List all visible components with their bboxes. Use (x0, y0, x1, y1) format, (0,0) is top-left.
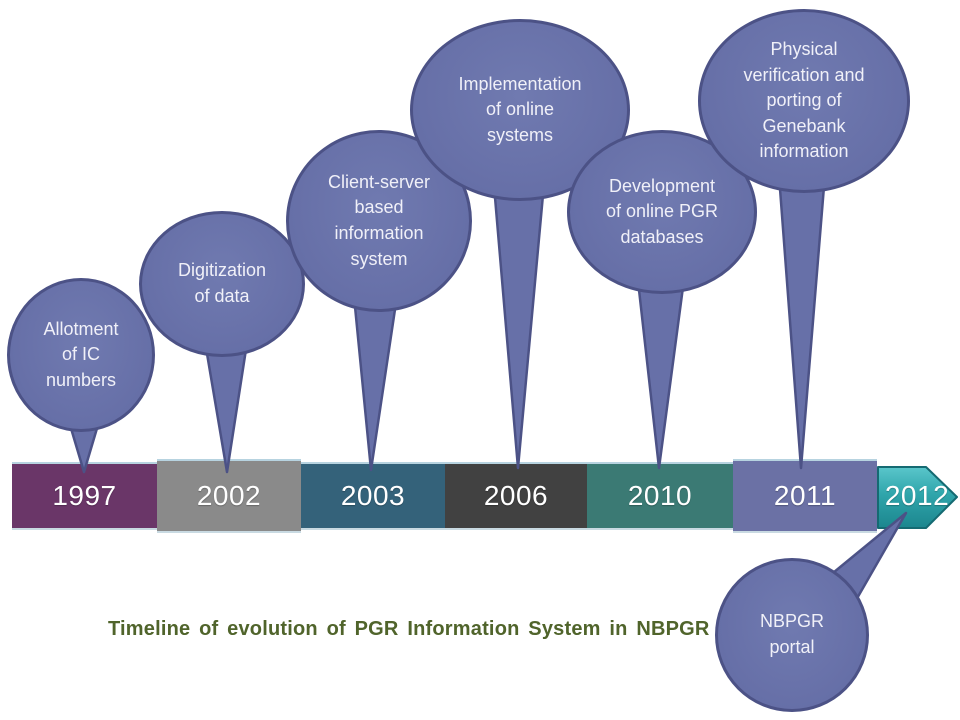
timeline-segment-2011: 2011 (733, 461, 877, 531)
year-label: 1997 (52, 480, 117, 511)
callout-allotment-ic: Allotment of IC numbers (7, 278, 155, 432)
callout-genebank: Physical verification and porting of Gen… (698, 9, 910, 193)
callout-tail (635, 270, 687, 470)
callout-text: Physical verification and porting of Gen… (743, 39, 865, 162)
year-label: 2003 (340, 480, 406, 511)
timeline-segment-1997: 1997 (12, 464, 157, 528)
callout-text: NBPGR portal (759, 611, 824, 657)
callout-text: Allotment of IC numbers (43, 318, 119, 390)
timeline-segment-2006: 2006 (445, 464, 587, 528)
callout-tail (490, 160, 548, 470)
caption-title: Timeline of evolution of PGR Information… (108, 618, 710, 640)
timeline-segment-2010: 2010 (587, 464, 733, 528)
callout-text: Digitization of data (177, 260, 267, 306)
callout-text: Implementation of online systems (458, 73, 582, 145)
callout-nbpgr-portal: NBPGR portal (715, 558, 869, 712)
year-label: 2012 (884, 480, 950, 511)
timeline-segment-2003: 2003 (301, 464, 445, 528)
callout-text: Development of online PGR databases (605, 175, 719, 247)
year-label: 2011 (773, 480, 837, 511)
timeline-bar: 1997 2002 2003 2006 2010 2011 (12, 461, 877, 531)
year-label: 2002 (196, 480, 262, 511)
timeline-segment-2012: 2012 (884, 464, 950, 528)
timeline-segment-2002: 2002 (157, 461, 301, 531)
year-label: 2006 (483, 480, 549, 511)
callout-tail (776, 160, 828, 470)
callout-text: Client-server based information system (327, 171, 431, 269)
year-label: 2010 (627, 480, 693, 511)
callout-digitization: Digitization of data (139, 211, 305, 357)
